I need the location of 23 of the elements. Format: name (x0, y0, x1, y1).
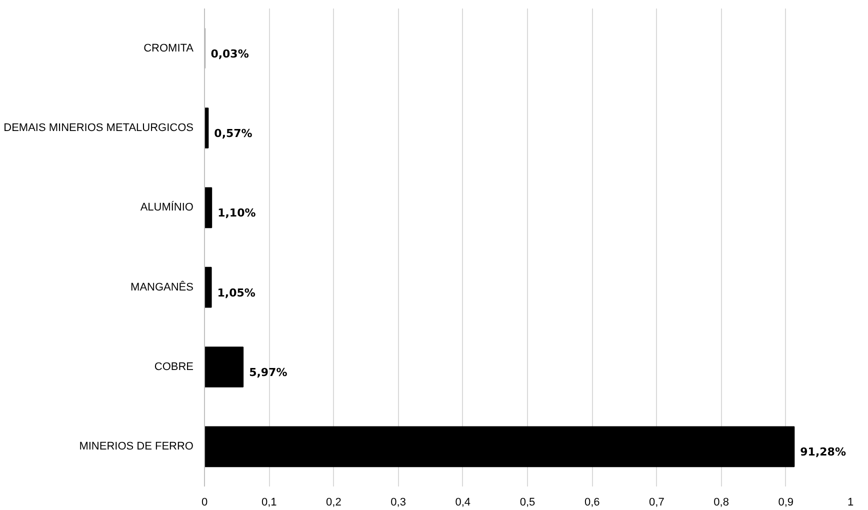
y-tick-label: COBRE (154, 361, 194, 373)
data-label: 1,05% (217, 286, 256, 300)
x-tick-label: 0,9 (778, 496, 794, 508)
y-tick-label: DEMAIS MINERIOS METALURGICOS (4, 122, 194, 134)
data-label: 0,57% (214, 127, 252, 140)
x-tick-label: 0,4 (455, 496, 471, 508)
data-label: 5,97% (249, 366, 288, 379)
x-tick-label: 1 (847, 496, 854, 508)
data-label: 91,28% (800, 446, 846, 459)
x-tick-label: 0,7 (649, 496, 664, 508)
data-label: 1,10% (218, 206, 256, 220)
y-tick-label: CROMITA (144, 42, 194, 54)
x-tick-label: 0,5 (520, 496, 536, 508)
x-tick-label: 0,6 (584, 496, 600, 508)
y-tick-label: MANGANÊS (130, 280, 194, 294)
x-tick-label: 0,8 (714, 496, 729, 508)
y-tick-label: MINERIOS DE FERRO (79, 440, 194, 453)
y-tick-label: ALUMÍNIO (140, 200, 194, 214)
x-tick-label: 0,1 (261, 496, 277, 508)
x-tick-label: 0,2 (326, 496, 342, 508)
data-label: 0,03% (210, 47, 249, 60)
x-tick-label: 0 (201, 496, 208, 508)
x-tick-label: 0,3 (390, 496, 406, 508)
